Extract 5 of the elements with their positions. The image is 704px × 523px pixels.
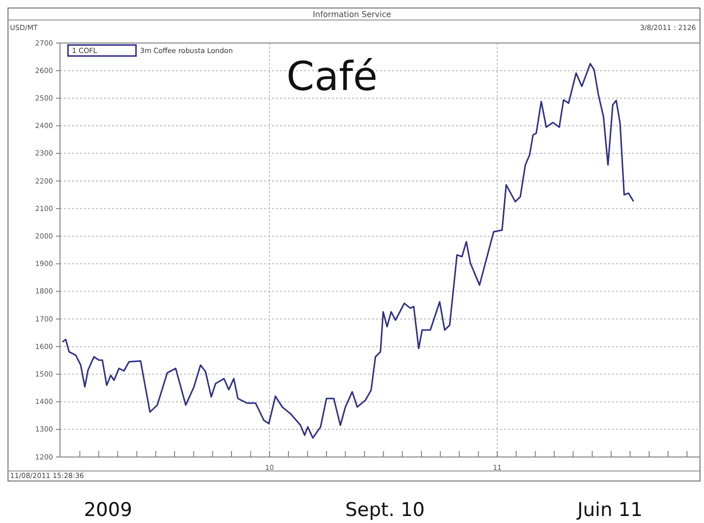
text: Sept. 10 bbox=[345, 499, 425, 521]
text: 2009 bbox=[84, 499, 132, 521]
text: Juin 11 bbox=[576, 499, 643, 521]
chart-title: Café bbox=[286, 54, 378, 100]
chart-subtitle: Information Service bbox=[312, 10, 392, 19]
